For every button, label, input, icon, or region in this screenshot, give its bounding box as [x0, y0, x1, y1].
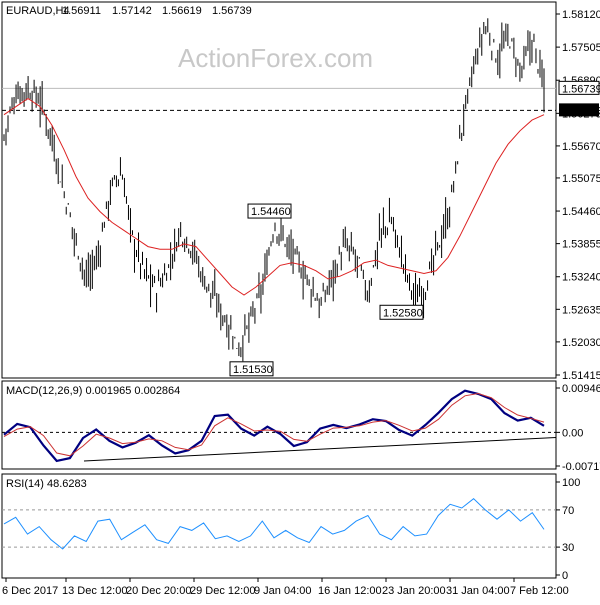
price-axis-label: 1.53240	[562, 272, 600, 284]
macd-title: MACD(12,26,9) 0.001965 0.002864	[6, 385, 180, 397]
header-close: 1.56739	[212, 5, 252, 17]
rsi-title: RSI(14) 48.6283	[6, 478, 87, 490]
macd-axis-label: 0.009466	[562, 383, 600, 395]
x-axis-label: 16 Jan 12:00	[318, 585, 382, 597]
annotation-1-52580-label: 1.52580	[383, 307, 423, 319]
macd-panel-frame	[1, 380, 557, 470]
rsi-axis-label: 100	[562, 477, 580, 489]
price-axis-label: 1.54460	[562, 206, 600, 218]
x-axis-label: 9 Jan 04:00	[254, 585, 312, 597]
x-axis-label: 6 Dec 2017	[2, 585, 58, 597]
annotation-1-51530-box	[229, 361, 274, 377]
x-axis-label: 23 Jan 20:00	[382, 585, 446, 597]
rsi-axis-label: 0	[562, 570, 568, 582]
price-layer: 1.54460 1.52580 1.51530	[2, 18, 556, 377]
annotation-1-54460-box	[247, 203, 292, 219]
header-low: 1.56619	[162, 5, 202, 17]
x-axis-label: 7 Feb 12:00	[510, 585, 569, 597]
price-axis-label: 1.51415	[562, 370, 600, 382]
price-axis-label: 1.55075	[562, 173, 600, 185]
level-price-tag-text: 1.56330	[562, 105, 600, 117]
rsi-layer	[2, 498, 556, 550]
axis-layer: 1.581201.575051.568901.562751.556701.550…	[2, 9, 600, 597]
price-axis-label: 1.55670	[562, 141, 600, 153]
annotation-1-51530-label: 1.51530	[233, 364, 273, 376]
price-axis-label: 1.53855	[562, 239, 600, 251]
last-price-tag	[558, 80, 600, 95]
rsi-axis-label: 70	[562, 505, 574, 517]
macd-axis-label: -0.007178	[562, 461, 600, 473]
x-axis-label: 29 Dec 12:00	[190, 585, 255, 597]
x-axis-label: 20 Dec 20:00	[126, 585, 191, 597]
price-axis-label: 1.57505	[562, 42, 600, 54]
rsi-axis-label: 30	[562, 542, 574, 554]
price-axis-label: 1.52635	[562, 304, 600, 316]
macd-trendline	[83, 437, 557, 462]
watermark: ActionForex.com	[178, 43, 373, 73]
main-panel-frame	[1, 1, 557, 379]
macd-layer	[2, 389, 557, 463]
rsi-line	[3, 498, 545, 550]
macd-signal-line	[3, 392, 545, 457]
last-price-tag-text: 1.56739	[562, 83, 600, 95]
x-axis-label: 13 Dec 12:00	[62, 585, 127, 597]
header-symbol: EURAUD,H4	[6, 5, 70, 17]
header-high: 1.57142	[112, 5, 152, 17]
level-price-tag	[559, 103, 599, 117]
annotation-1-52580-box	[379, 304, 424, 320]
moving-average-line	[3, 97, 545, 296]
price-axis-label: 1.58120	[562, 9, 600, 21]
chart-header: EURAUD,H4 1.56911 1.57142 1.56619 1.5673…	[6, 5, 252, 17]
price-axis-label: 1.52030	[562, 337, 600, 349]
x-axis-label: 31 Jan 04:00	[446, 585, 510, 597]
rsi-panel-frame	[1, 473, 557, 579]
annotation-1-54460-label: 1.54460	[251, 206, 291, 218]
header-open: 1.56911	[62, 5, 101, 17]
macd-axis-label: 0.00	[562, 427, 583, 439]
